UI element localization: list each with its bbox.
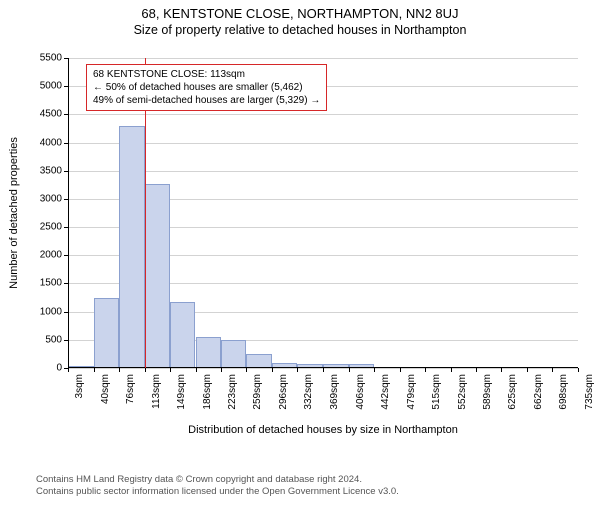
x-tick-mark (501, 368, 502, 372)
annotation-line-2: ← 50% of detached houses are smaller (5,… (93, 81, 320, 94)
x-tick-mark (323, 368, 324, 372)
y-axis-line (68, 58, 69, 368)
plot-area: 0500100015002000250030003500400045005000… (68, 58, 578, 368)
x-tick-mark (552, 368, 553, 372)
y-axis-label: Number of detached properties (8, 137, 20, 289)
x-tick-mark (145, 368, 146, 372)
x-tick-mark (297, 368, 298, 372)
footer-attribution: Contains HM Land Registry data © Crown c… (36, 474, 399, 498)
page-title: 68, KENTSTONE CLOSE, NORTHAMPTON, NN2 8U… (0, 6, 600, 21)
histogram-bar (246, 354, 272, 368)
x-tick-label: 149sqm (174, 374, 187, 410)
footer-line-1: Contains HM Land Registry data © Crown c… (36, 474, 399, 486)
x-tick-label: 479sqm (404, 374, 417, 410)
x-tick-label: 515sqm (429, 374, 442, 410)
x-tick-label: 3sqm (72, 374, 85, 398)
page-subtitle: Size of property relative to detached ho… (0, 23, 600, 37)
x-tick-label: 406sqm (353, 374, 366, 410)
x-tick-mark (272, 368, 273, 372)
x-tick-label: 369sqm (327, 374, 340, 410)
x-tick-label: 552sqm (455, 374, 468, 410)
x-tick-mark (170, 368, 171, 372)
histogram-bar (196, 337, 222, 368)
x-tick-label: 113sqm (149, 374, 162, 409)
x-tick-label: 40sqm (98, 374, 111, 404)
x-tick-label: 698sqm (556, 374, 569, 410)
x-tick-mark (221, 368, 222, 372)
annotation-line-3: 49% of semi-detached houses are larger (… (93, 94, 320, 107)
x-tick-mark (119, 368, 120, 372)
x-tick-label: 662sqm (531, 374, 544, 410)
histogram-bar (145, 184, 170, 368)
x-tick-mark (527, 368, 528, 372)
x-tick-label: 332sqm (301, 374, 314, 410)
x-tick-label: 186sqm (200, 374, 213, 410)
x-tick-mark (68, 368, 69, 372)
x-tick-mark (451, 368, 452, 372)
footer-line-2: Contains public sector information licen… (36, 486, 399, 498)
annotation-box: 68 KENTSTONE CLOSE: 113sqm← 50% of detac… (86, 64, 327, 111)
histogram-bar (221, 340, 246, 368)
x-tick-mark (578, 368, 579, 372)
x-tick-label: 589sqm (480, 374, 493, 410)
x-tick-mark (476, 368, 477, 372)
x-tick-mark (425, 368, 426, 372)
x-tick-label: 223sqm (225, 374, 238, 410)
x-axis-label: Distribution of detached houses by size … (188, 424, 458, 436)
x-tick-mark (349, 368, 350, 372)
x-tick-mark (94, 368, 95, 372)
x-tick-mark (246, 368, 247, 372)
x-tick-label: 296sqm (276, 374, 289, 410)
x-tick-mark (374, 368, 375, 372)
x-tick-label: 442sqm (378, 374, 391, 410)
histogram-bar (119, 126, 145, 368)
annotation-line-1: 68 KENTSTONE CLOSE: 113sqm (93, 68, 320, 81)
x-tick-label: 735sqm (582, 374, 595, 410)
x-tick-label: 76sqm (123, 374, 136, 404)
x-tick-label: 259sqm (250, 374, 263, 410)
x-tick-mark (400, 368, 401, 372)
x-tick-mark (196, 368, 197, 372)
histogram-chart: Number of detached properties 0500100015… (0, 52, 600, 452)
histogram-bar (94, 298, 119, 368)
histogram-bar (170, 302, 196, 368)
x-tick-label: 625sqm (505, 374, 518, 410)
